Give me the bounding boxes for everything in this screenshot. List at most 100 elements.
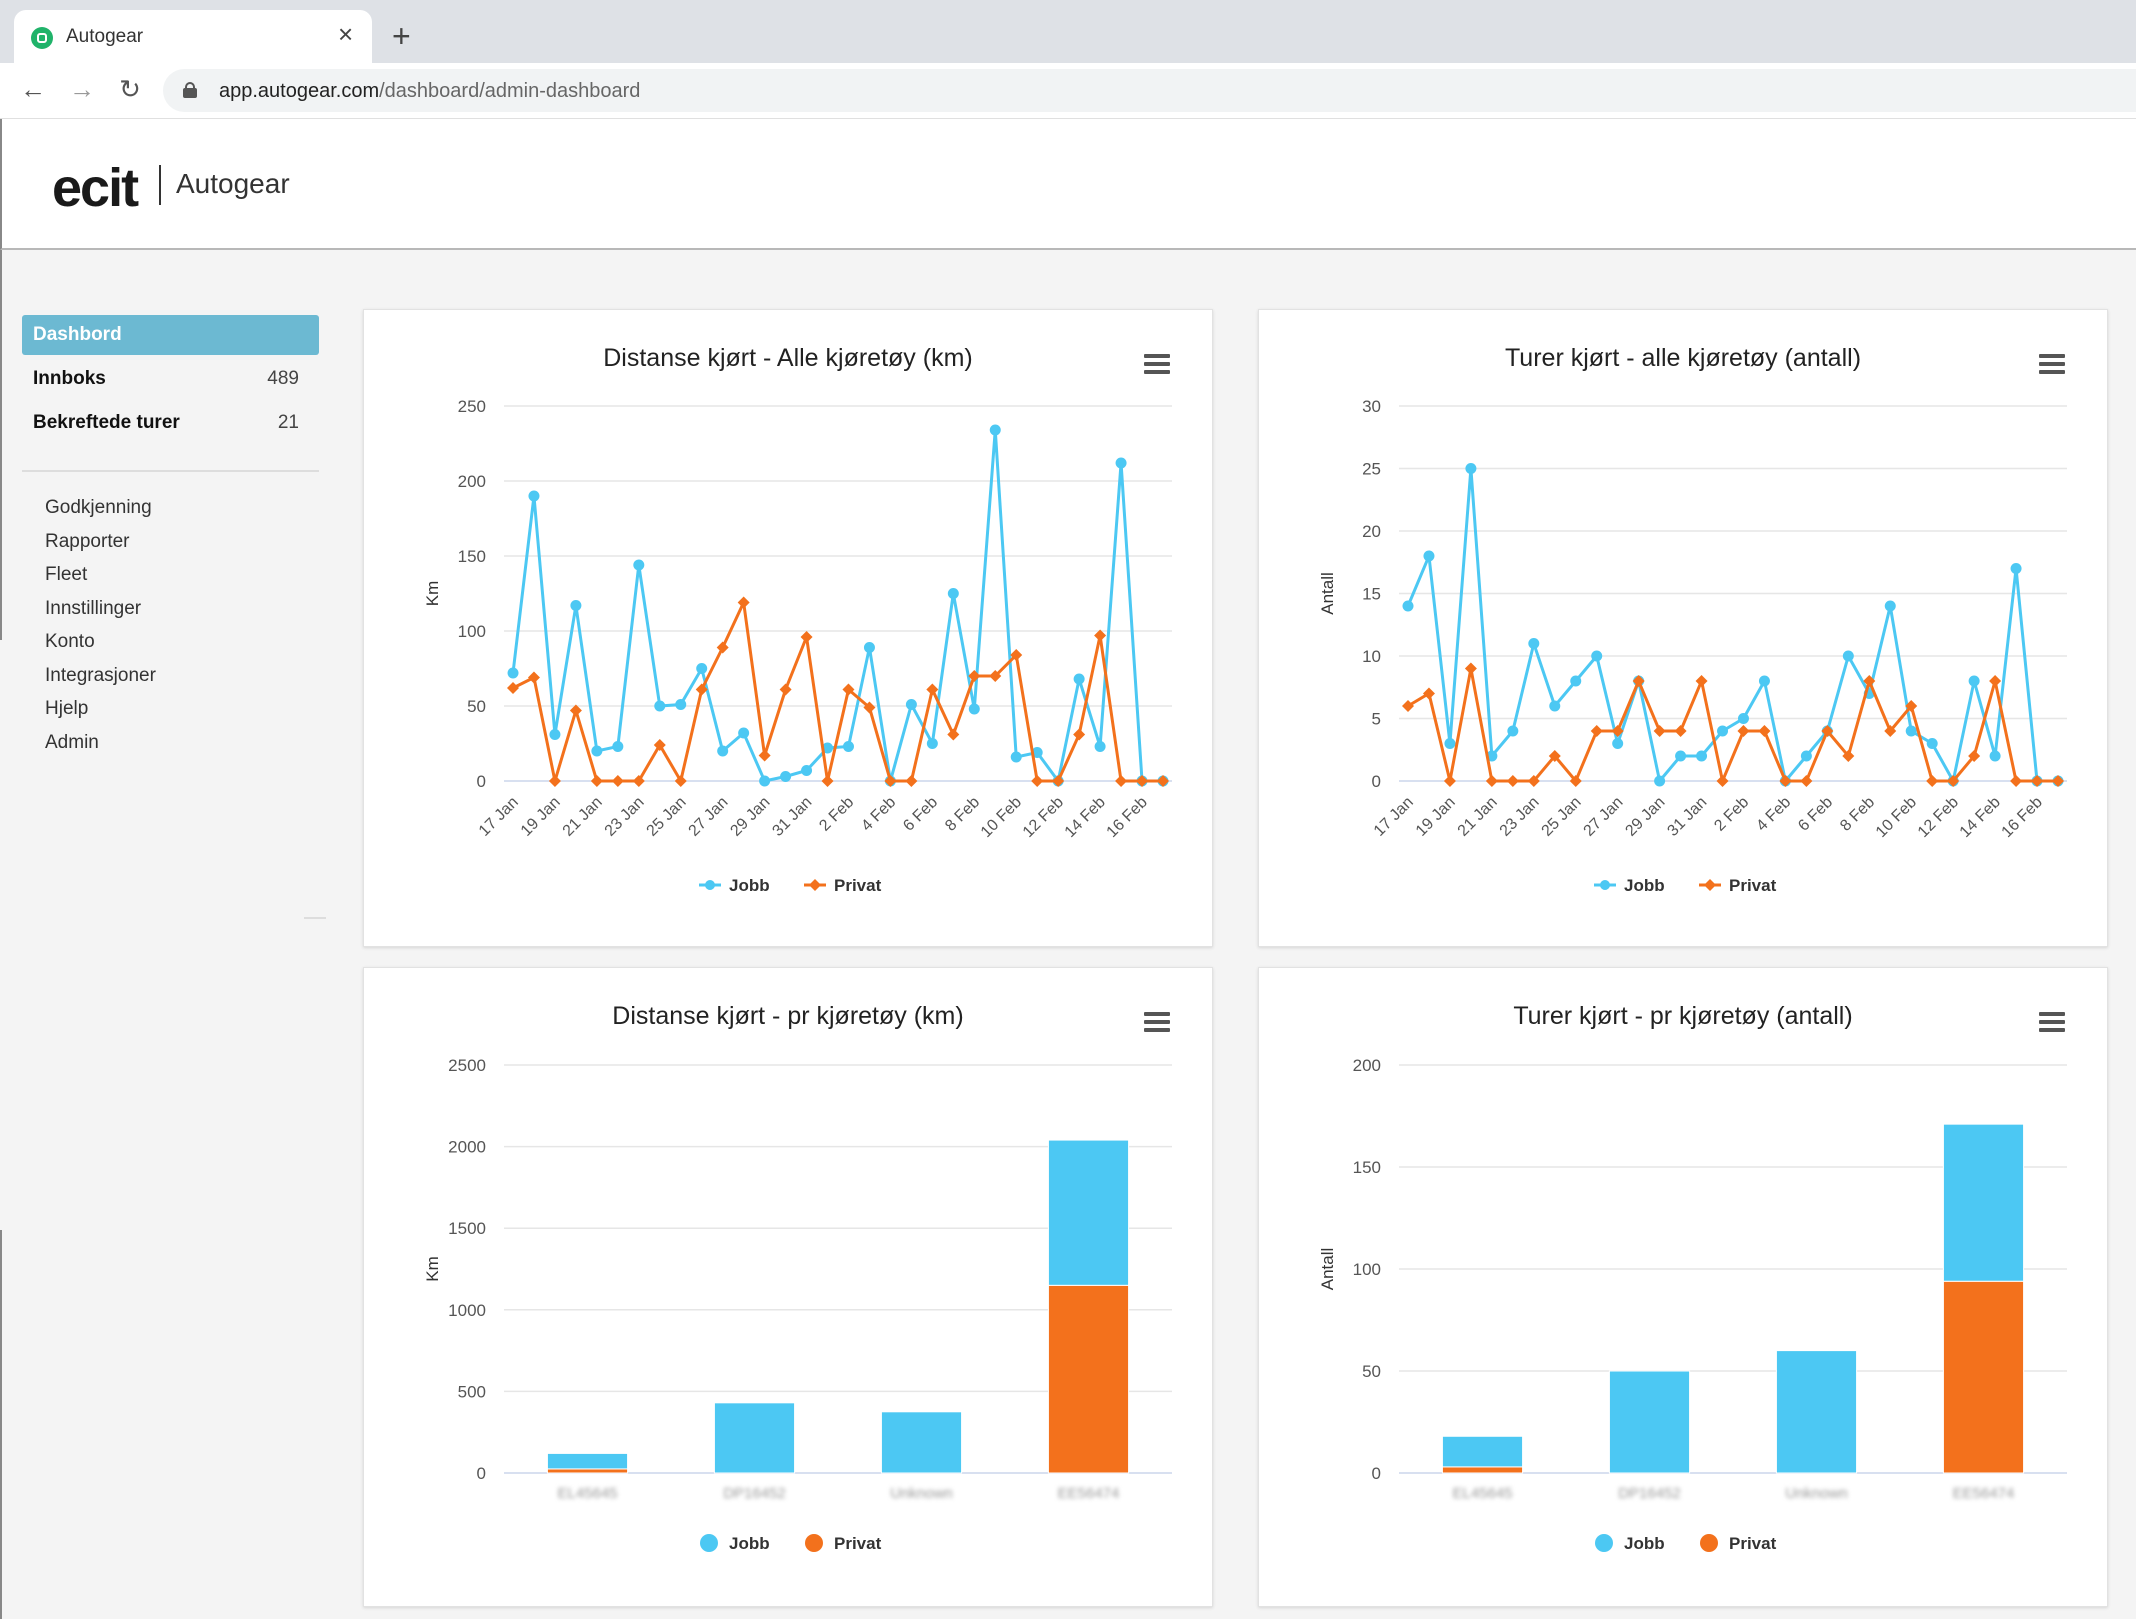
data-point [716, 641, 729, 654]
reload-icon[interactable]: ↻ [119, 74, 141, 104]
browser-tab[interactable]: Autogear × [14, 10, 372, 63]
data-point [863, 701, 876, 714]
trips-bar-chart: 0 50 100 150 200 Antall EL45645 DP16452 Unknown E… [1318, 1056, 2067, 1553]
sidebar-item-dashbord[interactable]: Dashbord [22, 315, 319, 355]
logo-divider [159, 165, 161, 205]
data-point [696, 663, 708, 674]
bar-privat [1047, 1284, 1130, 1474]
data-point [549, 729, 561, 740]
url-host: app.autogear.com [219, 80, 380, 102]
data-point [1549, 700, 1561, 712]
data-point [1506, 775, 1519, 787]
bar-jobb [546, 1452, 629, 1470]
x-tick-label: 10 Feb [1873, 794, 1920, 841]
sidebar: Dashbord Innboks 489 Bekreftede turer 21… [0, 252, 340, 1619]
sidebar-link-integrasjoner[interactable]: Integrasjoner [45, 665, 156, 686]
back-icon[interactable]: ← [20, 74, 46, 104]
chart-card-trips-all: Turer kjørt - alle kjøretøy (antall) 0 5 1… [1258, 309, 2108, 947]
data-point [1402, 700, 1414, 712]
data-point [1905, 725, 1917, 737]
data-point [590, 775, 603, 787]
x-tick-label: Unknown [1785, 1485, 1848, 1502]
y-tick-label: 50 [467, 697, 486, 716]
bar-jobb [1047, 1139, 1130, 1286]
sidebar-link-godkjenning[interactable]: Godkjenning [45, 497, 152, 518]
legend-marker [1700, 1534, 1718, 1552]
forward-icon[interactable]: → [69, 74, 95, 104]
x-tick-label: 6 Feb [1795, 794, 1836, 835]
sidebar-link-konto[interactable]: Konto [45, 631, 95, 652]
x-tick-label: 14 Feb [1062, 794, 1109, 841]
data-point [905, 699, 917, 710]
x-tick-label: EL45645 [1452, 1485, 1512, 1502]
x-tick-label: 2 Feb [1711, 794, 1752, 835]
x-tick-label: 10 Feb [978, 794, 1025, 841]
x-tick-label: 21 Jan [560, 794, 606, 840]
data-point [1422, 687, 1435, 700]
y-tick-label: 5 [1372, 710, 1381, 729]
hamburger-menu-icon[interactable] [1144, 1012, 1170, 1032]
y-tick-label: 150 [458, 547, 486, 566]
data-point [968, 670, 981, 682]
legend-label: Jobb [729, 1534, 770, 1553]
x-tick-label: 23 Jan [602, 794, 648, 840]
hamburger-menu-icon[interactable] [2039, 354, 2065, 374]
sidebar-link-hjelp[interactable]: Hjelp [45, 698, 89, 719]
sidebar-link-admin[interactable]: Admin [45, 732, 99, 753]
data-point [1611, 725, 1624, 737]
data-point [842, 683, 855, 696]
sidebar-link-innstillinger[interactable]: Innstillinger [45, 598, 142, 619]
data-point [947, 588, 959, 599]
data-point [1716, 775, 1729, 787]
data-point [1632, 675, 1645, 687]
data-point [989, 424, 1001, 436]
address-bar[interactable]: app.autogear.com/dashboard/admin-dashboa… [163, 69, 2136, 112]
data-point [884, 775, 897, 787]
close-tab-icon[interactable]: × [338, 19, 354, 49]
data-point [611, 775, 624, 787]
legend-marker [1704, 879, 1716, 891]
bar-jobb [1775, 1350, 1858, 1474]
data-point [528, 490, 540, 502]
legend-marker [700, 1534, 718, 1552]
data-point [779, 683, 792, 696]
data-point [1842, 750, 1855, 762]
y-tick-label: 100 [1353, 1260, 1381, 1279]
data-point [1157, 775, 1169, 787]
x-tick-label: 25 Jan [1539, 794, 1585, 840]
sidebar-link-fleet[interactable]: Fleet [45, 564, 88, 585]
legend-label: Privat [1729, 876, 1777, 895]
data-point [801, 765, 813, 776]
x-tick-label: 17 Jan [1371, 794, 1417, 840]
data-point [633, 559, 645, 571]
hamburger-menu-icon[interactable] [1144, 354, 1170, 374]
sidebar-link-rapporter[interactable]: Rapporter [45, 531, 130, 552]
data-point [1758, 725, 1771, 737]
data-point [1842, 650, 1854, 662]
autogear-favicon-icon [31, 27, 53, 49]
confirmed-trips-count: 21 [277, 412, 299, 433]
data-point [947, 728, 960, 741]
y-tick-label: 50 [1362, 1362, 1381, 1381]
chart-title: Distanse kjørt - pr kjøretøy (km) [612, 1002, 964, 1030]
data-point [591, 745, 603, 757]
new-tab-icon[interactable]: + [392, 18, 411, 54]
y-tick-label: 2000 [448, 1138, 486, 1157]
sidebar-item-innboks[interactable]: Innboks 489 [33, 368, 299, 398]
bar-jobb [713, 1402, 796, 1474]
data-point [2010, 563, 2022, 574]
x-tick-label: 19 Jan [518, 794, 564, 840]
data-point [1905, 700, 1918, 712]
chart-title: Turer kjørt - pr kjøretøy (antall) [1513, 1002, 1853, 1030]
ecit-logo[interactable]: ecit [52, 158, 139, 218]
data-point [1569, 775, 1582, 787]
y-axis-label: Km [423, 581, 442, 607]
hamburger-menu-icon[interactable] [2039, 1012, 2065, 1032]
data-point [1527, 775, 1540, 787]
data-point [1779, 775, 1792, 787]
sidebar-item-bekreftede-turer[interactable]: Bekreftede turer 21 [33, 412, 299, 442]
data-point [1653, 725, 1666, 737]
data-point [1612, 738, 1624, 749]
legend-label: Privat [834, 876, 882, 895]
sidebar-collapse-handle[interactable] [304, 917, 326, 919]
